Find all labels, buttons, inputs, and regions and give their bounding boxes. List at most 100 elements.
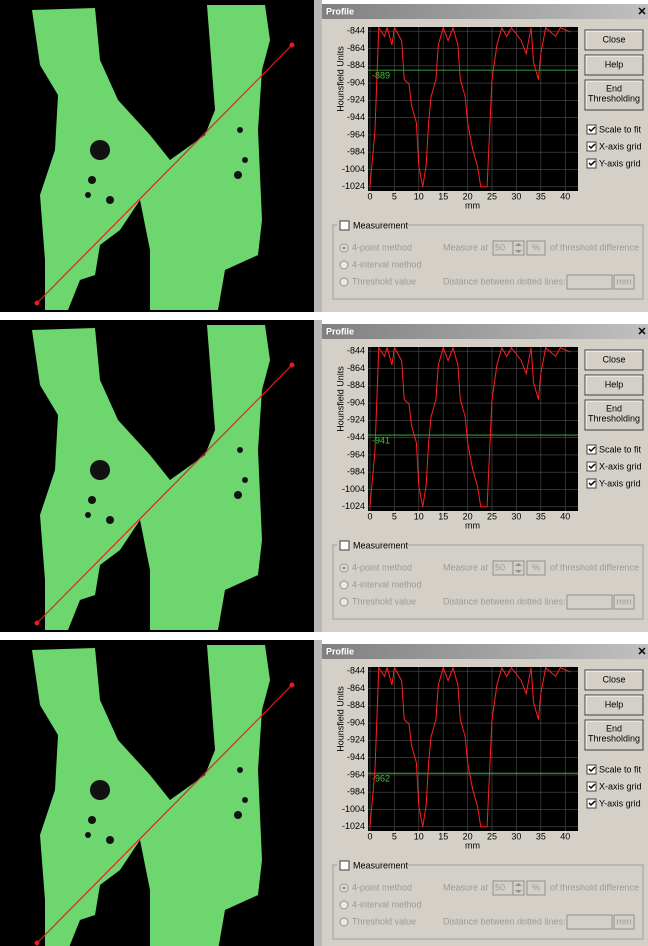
plot-area — [368, 347, 578, 511]
void — [242, 477, 248, 483]
radio-dot — [342, 566, 345, 569]
void — [88, 496, 96, 504]
x-tick-label: 25 — [487, 511, 497, 521]
y-tick-label: -904 — [347, 77, 365, 87]
radio-label: Threshold value — [352, 596, 416, 606]
checkbox-label: Y-axis grid — [599, 478, 641, 488]
panel: Profile-844-864-884-904-924-944-964-984-… — [0, 0, 648, 312]
y-tick-label: -1024 — [342, 181, 365, 191]
radio[interactable] — [340, 278, 348, 286]
x-tick-label: 5 — [392, 191, 397, 201]
void — [106, 516, 114, 524]
radio-label: 4-point method — [352, 242, 412, 252]
x-tick-label: 35 — [536, 511, 546, 521]
radio[interactable] — [340, 581, 348, 589]
radio-label: 4-interval method — [352, 579, 422, 589]
void — [85, 512, 91, 518]
checkbox[interactable] — [340, 541, 349, 550]
button-label: Help — [605, 699, 624, 709]
y-tick-label: -844 — [347, 666, 365, 676]
x-tick-label: 0 — [367, 191, 372, 201]
profile-end — [290, 363, 295, 368]
radio-label: 4-point method — [352, 562, 412, 572]
checkbox-label: X-axis grid — [599, 781, 642, 791]
checkbox[interactable] — [340, 221, 349, 230]
x-tick-label: 0 — [367, 511, 372, 521]
profile-end — [290, 43, 295, 48]
x-tick-label: 30 — [511, 511, 521, 521]
radio[interactable] — [340, 901, 348, 909]
unit-label: % — [532, 882, 540, 892]
unit-label: mm — [617, 916, 632, 926]
input[interactable] — [567, 595, 612, 609]
splitter — [314, 640, 322, 946]
radio-label: Threshold value — [352, 916, 416, 926]
x-tick-label: 35 — [536, 831, 546, 841]
radio-label: 4-interval method — [352, 899, 422, 909]
button-label: Close — [602, 34, 625, 44]
radio[interactable] — [340, 598, 348, 606]
group-label: Measurement — [353, 220, 409, 230]
checkbox[interactable] — [340, 861, 349, 870]
checkbox-label: Scale to fit — [599, 444, 642, 454]
x-tick-label: 40 — [560, 831, 570, 841]
profile-end — [290, 683, 295, 688]
radio-dot — [342, 246, 345, 249]
checkbox-label: X-axis grid — [599, 141, 642, 151]
button-label: Help — [605, 59, 624, 69]
y-axis-label: Hounsfield Units — [335, 686, 345, 752]
x-tick-label: 40 — [560, 511, 570, 521]
unit-label: % — [532, 242, 540, 252]
y-tick-label: -864 — [347, 363, 365, 373]
profile-end — [35, 301, 40, 306]
y-tick-label: -924 — [347, 735, 365, 745]
input-value: 50 — [495, 562, 505, 572]
x-axis-label: mm — [465, 520, 480, 530]
profile-end — [35, 621, 40, 626]
x-tick-label: 25 — [487, 831, 497, 841]
y-tick-label: -844 — [347, 26, 365, 36]
y-tick-label: -884 — [347, 380, 365, 390]
threshold-text: of threshold difference — [550, 882, 639, 892]
splitter — [314, 320, 322, 632]
y-tick-label: -864 — [347, 43, 365, 53]
radio[interactable] — [340, 261, 348, 269]
threshold-text: of threshold difference — [550, 242, 639, 252]
void — [234, 171, 242, 179]
input[interactable] — [567, 275, 612, 289]
unit-label: % — [532, 562, 540, 572]
x-tick-label: 5 — [392, 511, 397, 521]
y-tick-label: -964 — [347, 449, 365, 459]
x-tick-label: 10 — [414, 831, 424, 841]
unit-label: mm — [617, 596, 632, 606]
x-tick-label: 15 — [438, 831, 448, 841]
button-label: Thresholding — [588, 413, 640, 423]
y-tick-label: -984 — [347, 467, 365, 477]
x-tick-label: 10 — [414, 191, 424, 201]
checkbox-label: Scale to fit — [599, 764, 642, 774]
void — [242, 157, 248, 163]
window-title: Profile — [326, 6, 354, 16]
measure-at-label: Measure at — [443, 882, 489, 892]
y-tick-label: -864 — [347, 683, 365, 693]
input[interactable] — [567, 915, 612, 929]
void — [85, 832, 91, 838]
void — [237, 127, 243, 133]
profile-end — [35, 941, 40, 946]
plot-area — [368, 667, 578, 831]
input-value: 50 — [495, 882, 505, 892]
void — [234, 811, 242, 819]
x-tick-label: 40 — [560, 191, 570, 201]
screen: Profile -844 -864 -884 -904 -924 -944 -964 -984 -… — [0, 0, 648, 946]
distance-label: Distance between dotted lines: — [443, 916, 566, 926]
button-label: End — [606, 403, 622, 413]
y-tick-label: -944 — [347, 112, 365, 122]
y-tick-label: -904 — [347, 397, 365, 407]
y-tick-label: -904 — [347, 717, 365, 727]
x-tick-label: 30 — [511, 191, 521, 201]
unit-label: mm — [617, 276, 632, 286]
y-tick-label: -1024 — [342, 501, 365, 511]
radio[interactable] — [340, 918, 348, 926]
y-tick-label: -984 — [347, 787, 365, 797]
threshold-text: of threshold difference — [550, 562, 639, 572]
